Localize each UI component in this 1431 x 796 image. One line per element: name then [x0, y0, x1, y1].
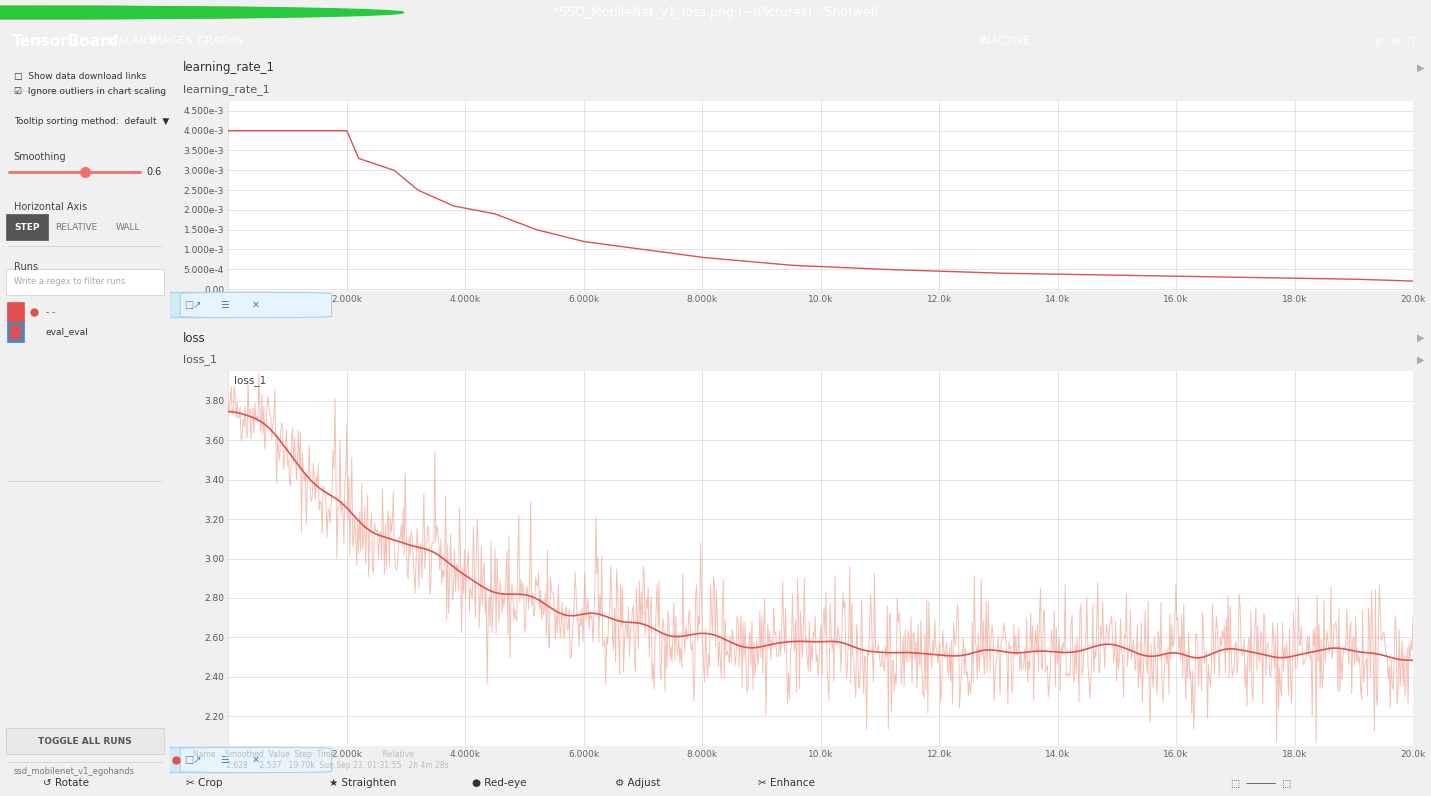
- FancyBboxPatch shape: [180, 292, 332, 318]
- Text: ▶: ▶: [1417, 63, 1425, 73]
- Text: ★ Straighten: ★ Straighten: [329, 778, 396, 789]
- Text: ▶: ▶: [1417, 333, 1425, 343]
- Text: - -: - -: [46, 307, 56, 317]
- Text: ⚙ Adjust: ⚙ Adjust: [615, 778, 661, 789]
- Text: WALL: WALL: [116, 223, 140, 232]
- Text: ☰: ☰: [220, 300, 229, 310]
- Text: INACTIVE: INACTIVE: [980, 36, 1032, 46]
- Text: ● Red-eye: ● Red-eye: [472, 778, 527, 789]
- Text: *SSD_MobileNet_v1_loss.png (~/Pictures) - Shotwell: *SSD_MobileNet_v1_loss.png (~/Pictures) …: [554, 6, 877, 19]
- Text: □↗: □↗: [185, 300, 202, 310]
- Text: RELATIVE: RELATIVE: [56, 223, 97, 232]
- Circle shape: [0, 6, 389, 19]
- Text: loss_1: loss_1: [183, 354, 218, 365]
- Text: Horizontal Axis: Horizontal Axis: [14, 202, 87, 212]
- Text: □  Show data download links: □ Show data download links: [14, 72, 146, 81]
- Text: learning_rate_1: learning_rate_1: [183, 84, 269, 96]
- Text: 2.628     2.537   19.70k  Sun Sep 23, 01:31:55   2h 4m 28s: 2.628 2.537 19.70k Sun Sep 23, 01:31:55 …: [193, 761, 449, 770]
- FancyBboxPatch shape: [149, 747, 301, 773]
- Text: 0.6: 0.6: [146, 167, 162, 177]
- FancyBboxPatch shape: [7, 302, 24, 322]
- FancyBboxPatch shape: [10, 326, 20, 338]
- Text: Name    Smoothed  Value  Step  Time                    Relative: Name Smoothed Value Step Time Relative: [193, 750, 414, 759]
- Text: TOGGLE ALL RUNS: TOGGLE ALL RUNS: [39, 736, 132, 746]
- Text: □↗: □↗: [185, 755, 202, 765]
- FancyBboxPatch shape: [149, 292, 301, 318]
- Text: ✂ Enhance: ✂ Enhance: [758, 778, 816, 789]
- Circle shape: [0, 6, 375, 19]
- FancyBboxPatch shape: [7, 269, 163, 295]
- Text: loss: loss: [183, 331, 206, 345]
- Text: STEP: STEP: [14, 223, 40, 232]
- Text: ⬚  ─────  ⬚: ⬚ ───── ⬚: [1231, 778, 1291, 789]
- Text: Runs: Runs: [14, 262, 37, 272]
- Text: TensorBoard: TensorBoard: [11, 33, 119, 49]
- Text: ↺ Rotate: ↺ Rotate: [43, 778, 89, 789]
- Text: ⚙  ⚙  ⓘ: ⚙ ⚙ ⓘ: [1374, 36, 1414, 46]
- FancyBboxPatch shape: [7, 322, 24, 341]
- Circle shape: [0, 6, 404, 19]
- Text: ✕: ✕: [252, 755, 260, 765]
- Text: Tooltip sorting method:  default  ▼: Tooltip sorting method: default ▼: [14, 117, 169, 126]
- FancyBboxPatch shape: [7, 728, 163, 754]
- FancyBboxPatch shape: [7, 214, 49, 240]
- Text: loss_1: loss_1: [235, 375, 266, 385]
- FancyBboxPatch shape: [117, 747, 269, 773]
- FancyBboxPatch shape: [180, 747, 332, 773]
- Text: ✕: ✕: [252, 300, 260, 310]
- Text: GRAPHS: GRAPHS: [197, 36, 243, 46]
- Text: ssd_mobilenet_v1_egohands: ssd_mobilenet_v1_egohands: [14, 767, 135, 775]
- Text: IMAGES: IMAGES: [150, 36, 193, 46]
- Text: Write a regex to filter runs: Write a regex to filter runs: [14, 278, 124, 287]
- Text: ▶: ▶: [1417, 355, 1425, 365]
- Text: SCALARS: SCALARS: [103, 36, 155, 46]
- Text: ☑  Ignore outliers in chart scaling: ☑ Ignore outliers in chart scaling: [14, 87, 166, 96]
- Text: ✂ Crop: ✂ Crop: [186, 778, 223, 789]
- Text: Smoothing: Smoothing: [14, 152, 66, 162]
- Text: learning_rate_1: learning_rate_1: [183, 61, 275, 75]
- FancyBboxPatch shape: [117, 292, 269, 318]
- Text: eval_eval: eval_eval: [46, 327, 89, 337]
- Text: ☰: ☰: [220, 755, 229, 765]
